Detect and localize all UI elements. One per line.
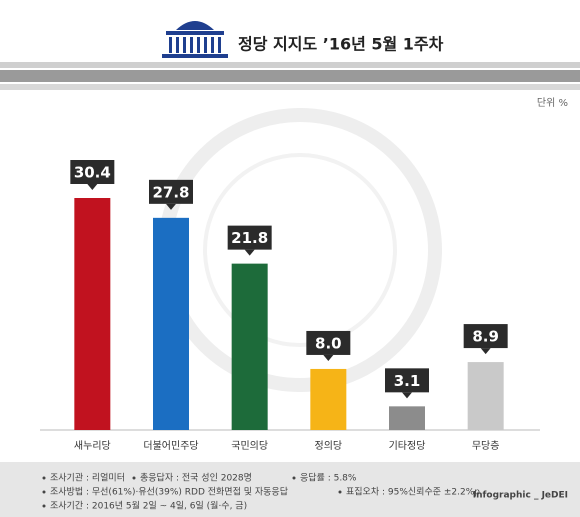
unit-label: 단위 %: [537, 96, 568, 109]
x-tick-label: 더불어민주당: [143, 440, 198, 452]
chart-title: 정당 지지도 ’16년 5월 1주차: [238, 35, 444, 54]
x-tick-label: 정의당: [315, 440, 343, 452]
note: 총응답자 : 전국 성인 2028명: [140, 472, 252, 484]
value-label-pointer: [87, 184, 98, 190]
bar: [467, 362, 504, 430]
value-label: 8.9: [472, 328, 499, 346]
value-label-box: [385, 368, 429, 393]
value-label-box: [149, 179, 193, 204]
header-stripe: [0, 70, 580, 82]
bar: [231, 263, 268, 430]
note: 표집오차 : 95%신뢰수준 ±2.2%p: [346, 486, 480, 498]
value-label: 30.4: [74, 164, 111, 182]
note: 조사기간 : 2016년 5월 2일 ~ 4일, 6일 (월·수, 금): [50, 500, 247, 512]
seal-watermark: [203, 153, 397, 347]
value-label-box: [227, 225, 272, 250]
bar: [310, 368, 347, 430]
value-label: 8.0: [315, 334, 342, 352]
x-tick-label: 새누리당: [74, 440, 111, 452]
value-label-pointer: [244, 249, 255, 256]
note: 응답률 : 5.8%: [300, 472, 357, 484]
value-label-pointer: [166, 203, 176, 210]
bar: [74, 198, 111, 430]
value-label-pointer: [323, 354, 334, 361]
bullets: [42, 476, 342, 508]
value-label-box: [70, 160, 115, 184]
x-tick-label: 국민의당: [231, 440, 268, 452]
bar: [389, 406, 425, 430]
value-label: 27.8: [152, 183, 189, 201]
value-label-pointer: [402, 392, 412, 399]
value-label: 21.8: [231, 229, 268, 247]
bar: [153, 217, 189, 430]
value-label: 3.1: [394, 372, 421, 390]
value-label-pointer: [480, 348, 491, 355]
note: 조사방법 : 무선(61%)·유선(39%) RDD 전화면접 및 자동응답: [50, 486, 288, 498]
credit: Infographic _ JeDEI: [473, 491, 568, 501]
value-label-box: [306, 330, 351, 355]
value-label-box: [463, 324, 508, 349]
x-tick-label: 무당층: [472, 440, 500, 452]
x-tick-label: 기타정당: [389, 440, 426, 452]
assembly-icon: [162, 21, 228, 58]
footer: [0, 462, 580, 517]
header-stripe: [0, 62, 580, 68]
header-stripe: [0, 84, 580, 90]
note: 조사기관 : 리얼미터: [50, 473, 125, 484]
